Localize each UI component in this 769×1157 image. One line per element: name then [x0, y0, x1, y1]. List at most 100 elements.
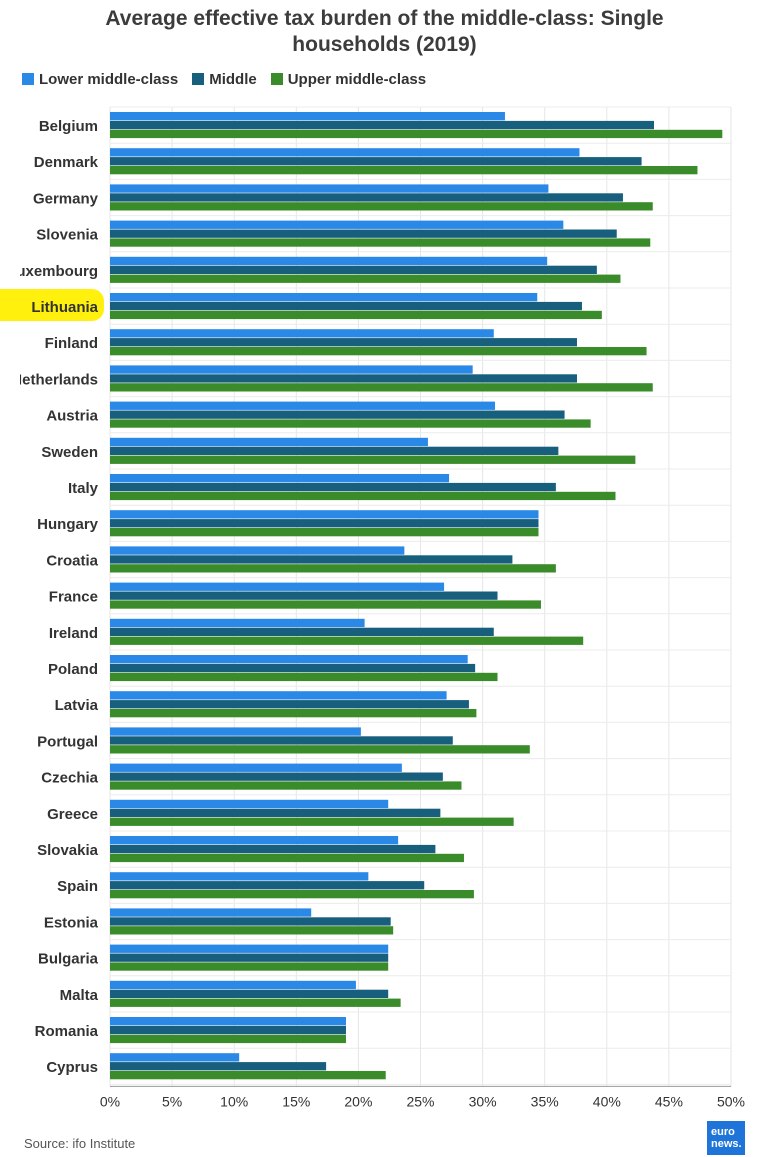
bar-austria-lower-middle-class[interactable]	[110, 401, 496, 410]
bar-netherlands-upper-middle-class[interactable]	[110, 383, 653, 392]
legend-item-lower-middle-class[interactable]: Lower middle-class	[22, 71, 178, 88]
x-tick-label: 0%	[100, 1093, 120, 1109]
bar-austria-upper-middle-class[interactable]	[110, 419, 591, 428]
bar-france-middle[interactable]	[110, 591, 498, 600]
bar-cyprus-lower-middle-class[interactable]	[110, 1053, 240, 1062]
bar-spain-lower-middle-class[interactable]	[110, 872, 369, 881]
bar-netherlands-middle[interactable]	[110, 374, 577, 383]
bar-malta-middle[interactable]	[110, 989, 389, 998]
bar-croatia-upper-middle-class[interactable]	[110, 564, 556, 573]
bar-lithuania-middle[interactable]	[110, 301, 582, 311]
bar-slovakia-upper-middle-class[interactable]	[110, 853, 464, 863]
bar-finland-upper-middle-class[interactable]	[110, 347, 647, 356]
category-label-cyprus: Cyprus	[46, 1059, 98, 1076]
bar-finland-middle[interactable]	[110, 338, 577, 347]
bar-bulgaria-middle[interactable]	[110, 953, 389, 962]
bar-bulgaria-upper-middle-class[interactable]	[110, 962, 389, 971]
bar-romania-upper-middle-class[interactable]	[110, 1034, 346, 1044]
bar-netherlands-lower-middle-class[interactable]	[110, 365, 473, 374]
bar-poland-lower-middle-class[interactable]	[110, 655, 468, 664]
bar-slovenia-middle[interactable]	[110, 229, 617, 238]
bar-lithuania-lower-middle-class[interactable]	[110, 293, 538, 302]
bar-croatia-lower-middle-class[interactable]	[110, 546, 405, 555]
legend-label-lower-middle-class: Lower middle-class	[39, 70, 179, 88]
bar-denmark-middle[interactable]	[110, 157, 642, 166]
bar-sweden-middle[interactable]	[110, 446, 559, 455]
bar-croatia-middle[interactable]	[110, 555, 513, 564]
bar-luxembourg-lower-middle-class[interactable]	[110, 256, 548, 266]
bar-italy-lower-middle-class[interactable]	[110, 474, 450, 483]
bar-luxembourg-middle[interactable]	[110, 265, 597, 274]
category-label-malta: Malta	[60, 987, 99, 1004]
bar-ireland-upper-middle-class[interactable]	[110, 636, 584, 645]
bar-slovenia-lower-middle-class[interactable]	[110, 220, 564, 229]
bar-austria-middle[interactable]	[110, 410, 565, 419]
bar-finland-lower-middle-class[interactable]	[110, 329, 494, 338]
legend-item-middle[interactable]: Middle	[192, 71, 257, 88]
bar-latvia-upper-middle-class[interactable]	[110, 709, 477, 718]
bar-belgium-lower-middle-class[interactable]	[110, 112, 505, 121]
bar-cyprus-middle[interactable]	[110, 1062, 327, 1071]
bar-estonia-middle[interactable]	[110, 917, 391, 926]
bar-czechia-middle[interactable]	[110, 772, 443, 781]
x-tick-label: 10%	[220, 1093, 248, 1109]
bar-germany-middle[interactable]	[110, 193, 623, 202]
bar-sweden-lower-middle-class[interactable]	[110, 437, 428, 447]
bar-sweden-upper-middle-class[interactable]	[110, 455, 636, 464]
bar-cyprus-upper-middle-class[interactable]	[110, 1071, 386, 1080]
bar-hungary-middle[interactable]	[110, 519, 539, 528]
category-label-czechia: Czechia	[41, 770, 98, 787]
category-label-slovakia: Slovakia	[37, 842, 99, 859]
category-label-slovenia: Slovenia	[36, 227, 98, 244]
bar-belgium-middle[interactable]	[110, 120, 654, 130]
bar-latvia-middle[interactable]	[110, 700, 469, 709]
bar-romania-lower-middle-class[interactable]	[110, 1017, 346, 1026]
category-label-latvia: Latvia	[55, 697, 99, 714]
bar-belgium-upper-middle-class[interactable]	[110, 129, 723, 139]
bar-italy-upper-middle-class[interactable]	[110, 491, 616, 501]
bar-romania-middle[interactable]	[110, 1025, 346, 1035]
bar-slovakia-middle[interactable]	[110, 844, 436, 854]
bar-slovenia-upper-middle-class[interactable]	[110, 238, 651, 247]
bar-hungary-upper-middle-class[interactable]	[110, 528, 539, 537]
bar-estonia-lower-middle-class[interactable]	[110, 908, 312, 917]
bar-latvia-lower-middle-class[interactable]	[110, 691, 447, 700]
category-label-lithuania: Lithuania	[31, 299, 98, 316]
bar-poland-upper-middle-class[interactable]	[110, 672, 498, 682]
bar-slovakia-lower-middle-class[interactable]	[110, 836, 399, 845]
bar-luxembourg-upper-middle-class[interactable]	[110, 274, 621, 283]
bar-france-lower-middle-class[interactable]	[110, 582, 445, 591]
bar-spain-middle[interactable]	[110, 881, 425, 890]
bar-portugal-upper-middle-class[interactable]	[110, 745, 530, 754]
category-label-luxembourg: Luxembourg	[7, 263, 98, 280]
bar-greece-middle[interactable]	[110, 808, 441, 817]
bar-lithuania-upper-middle-class[interactable]	[110, 310, 602, 320]
bar-hungary-lower-middle-class[interactable]	[110, 510, 539, 519]
bar-denmark-lower-middle-class[interactable]	[110, 148, 580, 157]
bar-czechia-lower-middle-class[interactable]	[110, 763, 402, 772]
bar-denmark-upper-middle-class[interactable]	[110, 166, 698, 175]
bar-malta-upper-middle-class[interactable]	[110, 998, 401, 1007]
bar-spain-upper-middle-class[interactable]	[110, 890, 474, 899]
bar-germany-upper-middle-class[interactable]	[110, 202, 653, 211]
category-label-italy: Italy	[68, 480, 99, 497]
bar-greece-lower-middle-class[interactable]	[110, 799, 389, 809]
bar-italy-middle[interactable]	[110, 482, 556, 492]
bar-estonia-upper-middle-class[interactable]	[110, 926, 394, 935]
bar-france-upper-middle-class[interactable]	[110, 600, 541, 609]
bar-poland-middle[interactable]	[110, 663, 476, 673]
bar-ireland-middle[interactable]	[110, 627, 494, 636]
category-label-romania: Romania	[35, 1023, 99, 1040]
bar-greece-upper-middle-class[interactable]	[110, 817, 514, 826]
bar-portugal-lower-middle-class[interactable]	[110, 727, 361, 736]
x-tick-label: 30%	[469, 1093, 497, 1109]
bar-malta-lower-middle-class[interactable]	[110, 980, 356, 990]
legend-swatch-upper-middle-class	[270, 73, 283, 85]
bar-bulgaria-lower-middle-class[interactable]	[110, 944, 389, 953]
bar-germany-lower-middle-class[interactable]	[110, 184, 549, 193]
bar-czechia-upper-middle-class[interactable]	[110, 781, 462, 790]
bar-portugal-middle[interactable]	[110, 736, 453, 745]
bar-ireland-lower-middle-class[interactable]	[110, 618, 365, 628]
category-label-austria: Austria	[46, 408, 98, 425]
legend-item-upper-middle-class[interactable]: Upper middle-class	[270, 71, 426, 88]
